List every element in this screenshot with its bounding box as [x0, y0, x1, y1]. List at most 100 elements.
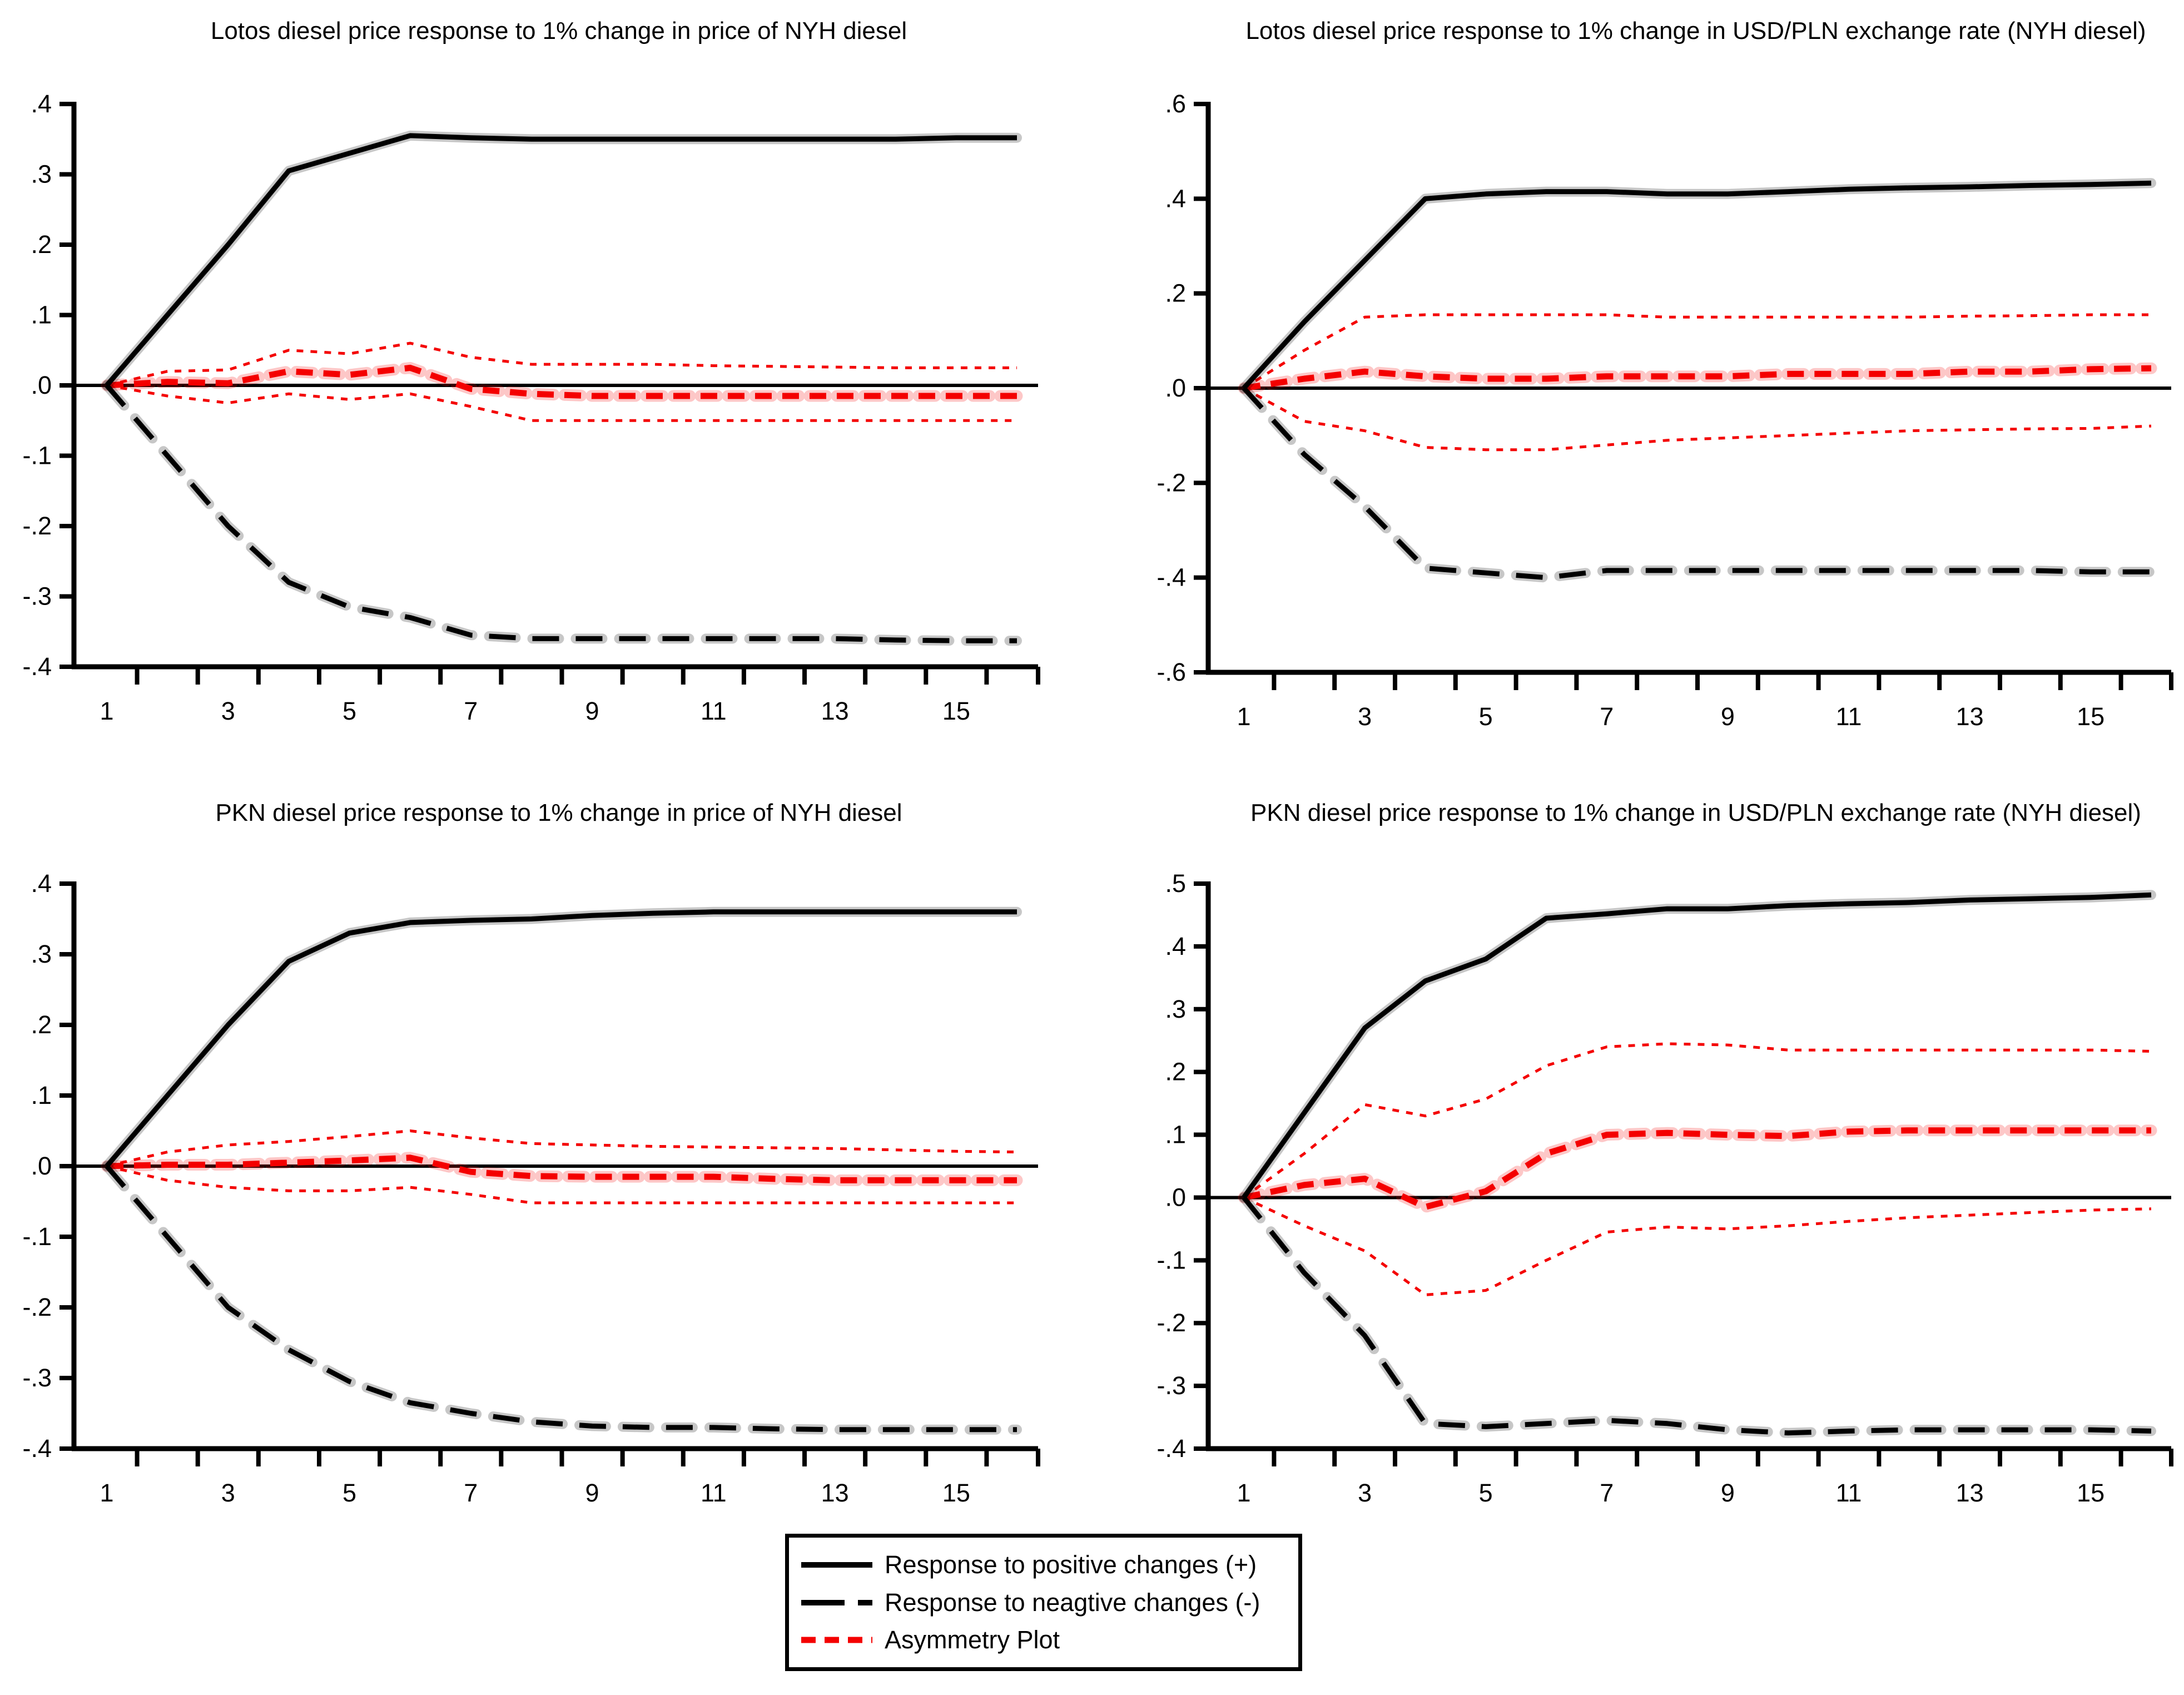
y-tick-label: .0 — [1165, 1183, 1186, 1211]
axes: .4.3.2.1.0-.1-.2-.3-.41 3 5 7 9 11 13 15 — [22, 869, 1040, 1507]
x-tick-label: 7 — [1600, 1479, 1614, 1507]
x-tick-label: 13 — [821, 697, 849, 725]
y-tick-label: .2 — [31, 1010, 52, 1039]
x-tick-label: 1 — [100, 697, 113, 725]
axes: .5.4.3.2.1.0-.1-.2-.3-.41 3 5 7 9 11 13 15 — [1156, 869, 2173, 1507]
series-asymmetry-line — [1243, 365, 2152, 391]
series-band-line — [1243, 386, 2152, 452]
legend-item-positive: Response to positive changes (+) — [800, 1550, 1293, 1579]
y-tick-label: -.4 — [1156, 1434, 1186, 1463]
y-tick-label: .0 — [31, 371, 52, 399]
y-tick-label: .4 — [31, 90, 52, 118]
y-tick-label: -.4 — [22, 1434, 52, 1463]
series-positive-line — [1242, 892, 2152, 1200]
x-tick-label: 3 — [221, 697, 235, 725]
axes: .6.4.2.0-.2-.4-.61 3 5 7 9 11 13 15 — [1156, 90, 2173, 731]
series-negative-line — [1242, 386, 2151, 581]
y-tick-label: .0 — [1165, 374, 1186, 402]
x-tick-label: 3 — [221, 1479, 235, 1507]
solid-line-icon — [801, 1562, 872, 1568]
y-tick-label: .2 — [31, 230, 52, 259]
x-tick-label: 5 — [343, 1479, 356, 1507]
x-tick-label: 5 — [1479, 1479, 1493, 1507]
series-asymmetry-line — [1243, 1127, 2151, 1210]
x-tick-label: 5 — [1479, 702, 1493, 731]
y-tick-label: -.1 — [22, 442, 52, 470]
series-band-line — [106, 384, 1017, 422]
series-band-line — [1243, 1042, 2152, 1199]
y-tick-label: .2 — [1165, 1058, 1186, 1086]
x-tick-label: 1 — [100, 1479, 113, 1507]
y-tick-label: -.2 — [22, 512, 52, 540]
x-tick-label: 1 — [1237, 702, 1250, 731]
legend-label-negative: Response to neagtive changes (-) — [885, 1588, 1260, 1617]
y-tick-label: .4 — [1165, 932, 1186, 960]
x-tick-label: 9 — [585, 697, 599, 725]
y-tick-label: -.3 — [22, 1364, 52, 1392]
y-tick-label: .0 — [31, 1152, 52, 1180]
y-tick-label: -.2 — [1156, 468, 1186, 497]
legend-item-negative: Response to neagtive changes (-) — [800, 1588, 1293, 1617]
x-tick-label: 13 — [1956, 1479, 1984, 1507]
x-tick-label: 11 — [1836, 702, 1862, 731]
y-tick-label: -.6 — [1156, 658, 1186, 686]
x-tick-label: 9 — [1721, 1479, 1735, 1507]
x-tick-label: 11 — [701, 1479, 727, 1507]
x-tick-label: 3 — [1358, 702, 1372, 731]
y-tick-label: -.1 — [1156, 1246, 1186, 1274]
x-tick-label: 7 — [464, 1479, 478, 1507]
y-tick-label: .1 — [31, 301, 52, 329]
x-tick-label: 7 — [464, 697, 478, 725]
x-tick-label: 15 — [942, 1479, 970, 1507]
y-tick-label: -.3 — [1156, 1371, 1186, 1400]
x-tick-label: 9 — [1721, 702, 1735, 731]
series-negative-line — [105, 384, 1017, 643]
legend-item-asymmetry: Asymmetry Plot — [800, 1625, 1293, 1654]
chart-title-pkn-usdpln: PKN diesel price response to 1% change i… — [1250, 799, 2141, 826]
series-asymmetry-line — [106, 1154, 1017, 1183]
chart-title-lotos-usdpln: Lotos diesel price response to 1% change… — [1245, 17, 2146, 44]
y-tick-label: -.1 — [22, 1222, 52, 1251]
chart-title-lotos-nyh-diesel: Lotos diesel price response to 1% change… — [210, 17, 907, 44]
series-asymmetry-line — [106, 364, 1017, 399]
x-tick-label: 15 — [942, 697, 970, 725]
x-tick-label: 1 — [1237, 1479, 1250, 1507]
x-tick-label: 3 — [1358, 1479, 1372, 1507]
y-tick-label: .5 — [1165, 869, 1186, 898]
series-positive-line — [105, 909, 1017, 1168]
legend-label-asymmetry: Asymmetry Plot — [885, 1625, 1060, 1654]
y-tick-label: -.2 — [1156, 1309, 1186, 1337]
y-tick-label: .3 — [1165, 995, 1186, 1023]
series-positive-line — [1242, 180, 2152, 390]
x-tick-label: 11 — [1836, 1479, 1862, 1507]
legend-box: Response to positive changes (+) Respons… — [785, 1534, 1302, 1671]
series-band-line — [106, 1129, 1017, 1168]
axes: .4.3.2.1.0-.1-.2-.3-.41 3 5 7 9 11 13 15 — [22, 90, 1040, 725]
series-negative-line — [1242, 1196, 2152, 1436]
series-positive-line — [105, 133, 1017, 387]
y-tick-label: -.4 — [22, 652, 52, 681]
y-tick-label: .6 — [1165, 90, 1186, 118]
x-tick-label: 11 — [701, 697, 727, 725]
y-tick-label: -.4 — [1156, 563, 1186, 592]
y-tick-label: .4 — [31, 869, 52, 898]
dashed-line-icon — [801, 1599, 872, 1605]
legend-label-positive: Response to positive changes (+) — [885, 1550, 1257, 1579]
x-tick-label: 9 — [585, 1479, 599, 1507]
series-band-line — [1243, 1196, 2152, 1296]
y-tick-label: .3 — [31, 160, 52, 189]
y-tick-label: .2 — [1165, 279, 1186, 308]
series-band-line — [1243, 313, 2151, 390]
x-tick-label: 15 — [2077, 1479, 2104, 1507]
y-tick-label: -.2 — [22, 1293, 52, 1321]
series-band-line — [106, 341, 1017, 387]
y-tick-label: .1 — [31, 1081, 52, 1109]
series-band-line — [106, 1164, 1017, 1205]
x-tick-label: 13 — [821, 1479, 849, 1507]
y-tick-label: -.3 — [22, 582, 52, 611]
